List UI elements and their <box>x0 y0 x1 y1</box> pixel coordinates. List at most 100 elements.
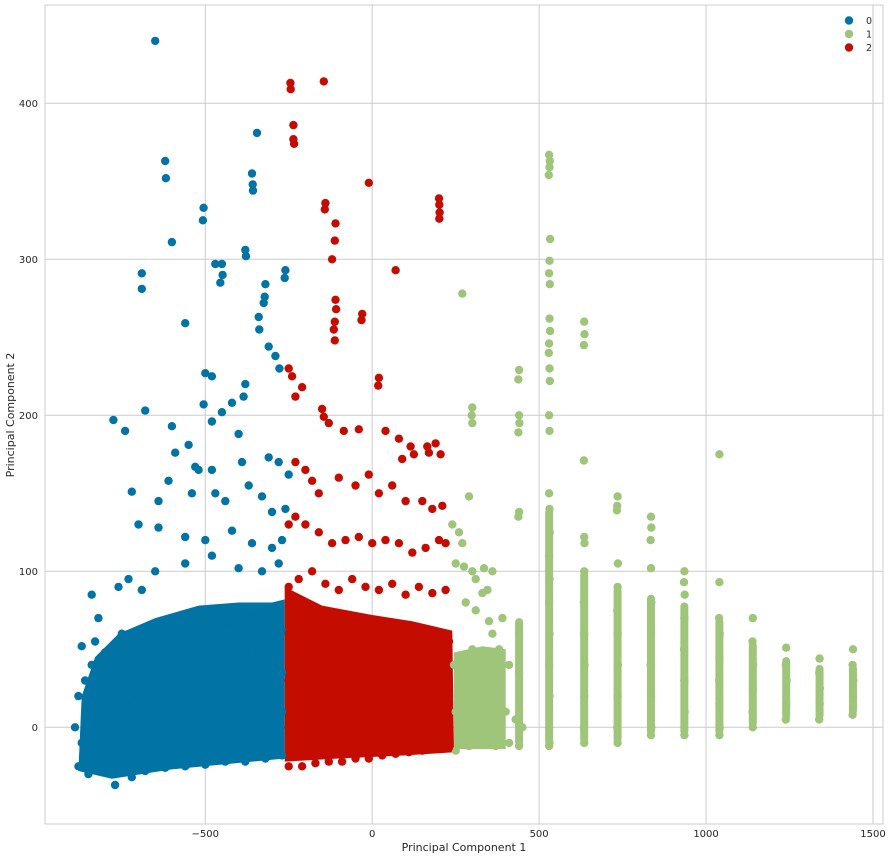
point-series-1 <box>680 613 689 623</box>
point-series-2 <box>391 720 400 729</box>
point-series-0 <box>257 567 267 576</box>
point-series-1 <box>464 492 474 501</box>
point-series-1 <box>613 723 622 732</box>
point-series-0 <box>261 280 270 289</box>
point-series-1 <box>544 348 553 358</box>
point-series-2 <box>409 450 419 459</box>
point-series-0 <box>277 668 287 677</box>
point-series-1 <box>544 723 554 732</box>
point-series-2 <box>436 450 445 459</box>
point-series-1 <box>458 539 467 548</box>
point-series-1 <box>545 234 555 244</box>
point-series-0 <box>181 762 190 771</box>
point-series-2 <box>311 673 320 682</box>
point-series-1 <box>464 741 474 751</box>
point-series-1 <box>514 365 524 375</box>
point-series-2 <box>364 676 373 685</box>
point-series-2 <box>364 632 373 641</box>
point-series-0 <box>87 590 96 599</box>
point-series-2 <box>311 632 320 641</box>
point-series-1 <box>484 617 494 626</box>
point-series-0 <box>187 489 197 498</box>
point-series-2 <box>330 336 339 345</box>
point-series-0 <box>167 422 177 431</box>
point-series-0 <box>109 415 118 425</box>
point-series-1 <box>647 598 656 607</box>
point-series-0 <box>227 652 237 662</box>
point-series-2 <box>391 266 400 275</box>
cluster-1-dense-region <box>454 646 506 750</box>
point-series-1 <box>488 652 497 662</box>
point-series-0 <box>207 642 217 651</box>
point-series-0 <box>77 738 86 748</box>
point-series-1 <box>544 551 554 560</box>
point-series-1 <box>715 723 724 732</box>
point-series-0 <box>227 526 237 535</box>
point-series-2 <box>418 726 427 735</box>
point-series-2 <box>435 214 444 223</box>
point-series-2 <box>434 535 444 545</box>
point-series-1 <box>451 746 460 755</box>
point-series-2 <box>301 520 310 529</box>
point-series-0 <box>94 730 103 740</box>
point-series-2 <box>354 532 363 542</box>
point-series-0 <box>70 723 80 732</box>
point-series-1 <box>646 564 656 573</box>
point-series-2 <box>297 679 307 688</box>
point-series-1 <box>613 492 622 501</box>
point-series-1 <box>545 314 554 323</box>
point-series-0 <box>217 408 227 417</box>
point-series-0 <box>218 270 227 280</box>
point-series-1 <box>449 660 459 670</box>
point-series-1 <box>782 699 791 709</box>
point-series-0 <box>167 237 177 247</box>
point-series-1 <box>580 330 589 339</box>
point-series-0 <box>217 684 227 693</box>
point-series-0 <box>127 660 136 670</box>
point-series-1 <box>646 691 656 701</box>
point-series-2 <box>284 676 293 685</box>
point-series-1 <box>514 512 523 521</box>
point-series-1 <box>545 528 554 537</box>
point-series-1 <box>481 695 490 704</box>
point-series-1 <box>468 418 477 428</box>
data-points <box>70 36 858 790</box>
point-series-2 <box>286 85 295 94</box>
point-series-1 <box>748 660 758 670</box>
point-series-2 <box>351 754 360 763</box>
point-series-0 <box>74 762 83 771</box>
point-series-1 <box>545 256 554 265</box>
point-series-1 <box>680 567 689 576</box>
point-series-1 <box>504 660 514 670</box>
point-series-2 <box>284 582 293 592</box>
point-series-2 <box>307 476 317 485</box>
point-series-1 <box>514 668 524 677</box>
point-series-1 <box>545 280 554 289</box>
point-series-0 <box>199 400 208 409</box>
point-series-2 <box>428 588 437 598</box>
point-series-1 <box>580 532 589 542</box>
point-series-1 <box>544 598 554 607</box>
point-series-0 <box>184 440 193 450</box>
point-series-1 <box>815 699 824 709</box>
cluster-1-stripe <box>515 618 524 746</box>
legend-label-0: 0 <box>866 16 872 27</box>
point-series-2 <box>394 434 404 443</box>
point-series-1 <box>680 707 689 716</box>
point-series-1 <box>580 629 589 638</box>
point-series-0 <box>284 470 293 479</box>
point-series-0 <box>257 492 267 501</box>
point-series-2 <box>364 726 373 735</box>
point-series-1 <box>544 170 553 180</box>
point-series-2 <box>351 723 360 732</box>
point-series-1 <box>545 156 554 166</box>
cluster-1-stripe <box>545 508 554 746</box>
point-series-2 <box>414 582 424 592</box>
point-series-1 <box>491 741 500 751</box>
point-series-0 <box>221 757 230 766</box>
point-series-0 <box>252 128 262 138</box>
point-series-1 <box>646 660 655 670</box>
x-tick-label: 1000 <box>693 829 718 840</box>
legend-marker-0 <box>844 16 854 25</box>
point-series-1 <box>545 504 554 514</box>
